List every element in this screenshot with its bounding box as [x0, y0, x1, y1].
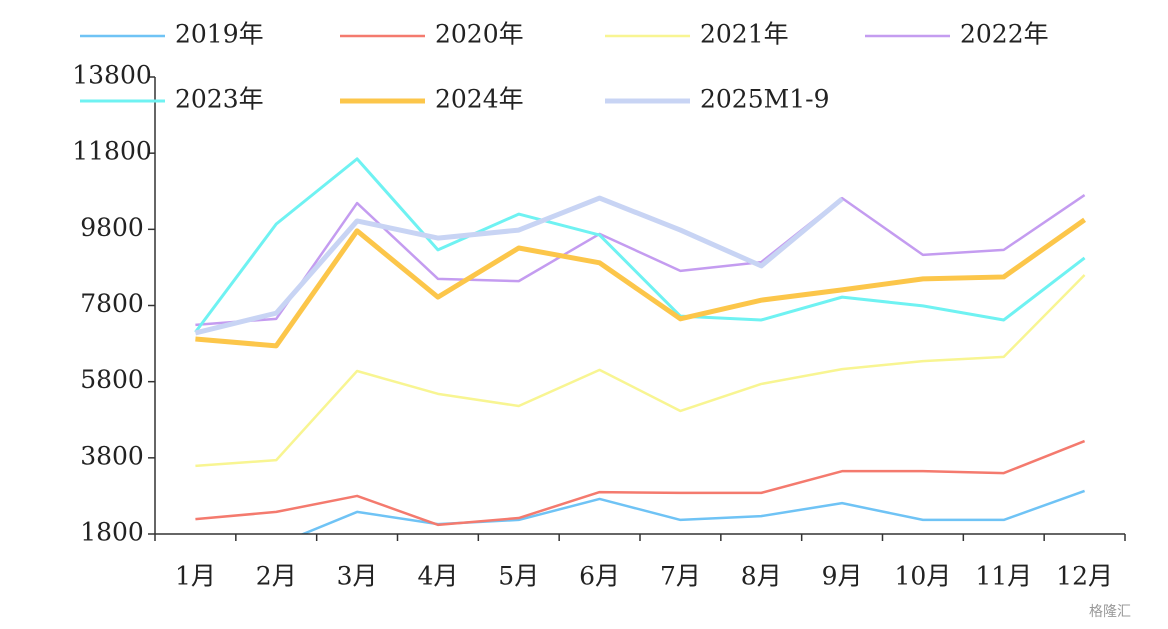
legend-label: 2022年 — [960, 20, 1049, 49]
x-tick-label: 2月 — [256, 562, 297, 591]
series-line — [299, 489, 1086, 534]
x-tick-label: 9月 — [822, 562, 863, 591]
series-line — [195, 217, 1087, 349]
legend-label: 2024年 — [435, 85, 524, 114]
x-tick-label: 5月 — [498, 562, 539, 591]
x-tick-label: 11月 — [975, 562, 1032, 591]
legend-label: 2020年 — [435, 20, 524, 49]
series-line — [195, 439, 1086, 527]
x-tick-label: 4月 — [417, 562, 458, 591]
x-tick-label: 1月 — [175, 562, 216, 591]
y-tick-label: 13800 — [72, 61, 152, 90]
x-tick-label: 8月 — [741, 562, 782, 591]
x-tick-label: 10月 — [895, 562, 952, 591]
legend-label: 2025M1-9 — [700, 85, 829, 114]
y-tick-label: 11800 — [72, 137, 152, 166]
y-tick-label: 9800 — [80, 213, 144, 242]
y-tick-label: 3800 — [80, 441, 144, 470]
y-tick-label: 7800 — [80, 289, 144, 318]
series-line — [195, 194, 1086, 327]
legend-label: 2023年 — [175, 85, 264, 114]
legend-label: 2019年 — [175, 20, 264, 49]
y-tick-label: 5800 — [80, 365, 144, 394]
x-tick-label: 6月 — [579, 562, 620, 591]
series-line — [195, 274, 1086, 468]
series-line — [194, 157, 1086, 334]
x-tick-label: 7月 — [660, 562, 701, 591]
x-tick-label: 3月 — [337, 562, 378, 591]
y-tick-label: 1800 — [80, 518, 144, 547]
x-tick-label: 12月 — [1056, 562, 1113, 591]
legend-label: 2021年 — [700, 20, 789, 49]
series-line — [194, 195, 844, 336]
watermark: 格隆汇 — [1089, 604, 1131, 620]
plot-area — [194, 157, 1087, 534]
